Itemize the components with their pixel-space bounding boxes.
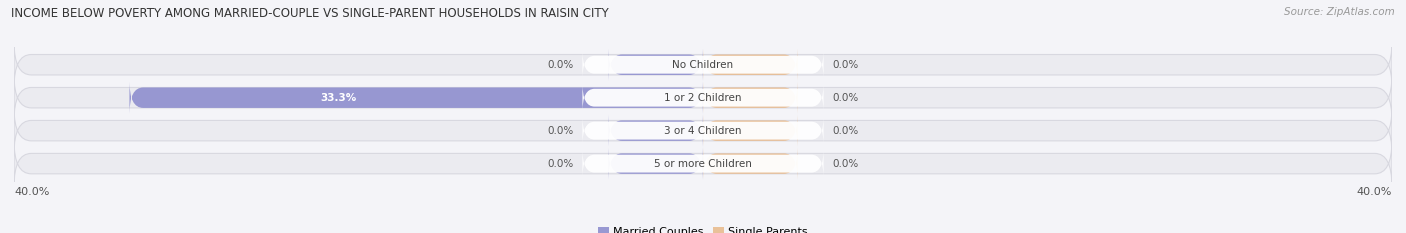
FancyBboxPatch shape bbox=[582, 83, 824, 112]
Text: 40.0%: 40.0% bbox=[14, 187, 49, 197]
FancyBboxPatch shape bbox=[14, 108, 1392, 153]
FancyBboxPatch shape bbox=[129, 82, 703, 114]
Text: 3 or 4 Children: 3 or 4 Children bbox=[664, 126, 742, 136]
Legend: Married Couples, Single Parents: Married Couples, Single Parents bbox=[598, 227, 808, 233]
Text: No Children: No Children bbox=[672, 60, 734, 70]
FancyBboxPatch shape bbox=[703, 147, 797, 180]
Text: 5 or more Children: 5 or more Children bbox=[654, 159, 752, 169]
FancyBboxPatch shape bbox=[582, 51, 824, 79]
Text: 33.3%: 33.3% bbox=[321, 93, 357, 103]
FancyBboxPatch shape bbox=[703, 114, 797, 147]
FancyBboxPatch shape bbox=[14, 42, 1392, 87]
FancyBboxPatch shape bbox=[703, 82, 797, 114]
Text: 0.0%: 0.0% bbox=[547, 159, 574, 169]
FancyBboxPatch shape bbox=[609, 48, 703, 81]
FancyBboxPatch shape bbox=[582, 116, 824, 145]
Text: 0.0%: 0.0% bbox=[832, 93, 859, 103]
Text: 0.0%: 0.0% bbox=[547, 126, 574, 136]
FancyBboxPatch shape bbox=[703, 48, 797, 81]
Text: 1 or 2 Children: 1 or 2 Children bbox=[664, 93, 742, 103]
Text: 0.0%: 0.0% bbox=[832, 126, 859, 136]
FancyBboxPatch shape bbox=[582, 149, 824, 178]
Text: 0.0%: 0.0% bbox=[832, 60, 859, 70]
Text: 40.0%: 40.0% bbox=[1357, 187, 1392, 197]
Text: Source: ZipAtlas.com: Source: ZipAtlas.com bbox=[1284, 7, 1395, 17]
Text: 0.0%: 0.0% bbox=[547, 60, 574, 70]
Text: 0.0%: 0.0% bbox=[832, 159, 859, 169]
FancyBboxPatch shape bbox=[14, 75, 1392, 120]
Text: INCOME BELOW POVERTY AMONG MARRIED-COUPLE VS SINGLE-PARENT HOUSEHOLDS IN RAISIN : INCOME BELOW POVERTY AMONG MARRIED-COUPL… bbox=[11, 7, 609, 20]
FancyBboxPatch shape bbox=[14, 141, 1392, 186]
FancyBboxPatch shape bbox=[609, 147, 703, 180]
FancyBboxPatch shape bbox=[609, 114, 703, 147]
